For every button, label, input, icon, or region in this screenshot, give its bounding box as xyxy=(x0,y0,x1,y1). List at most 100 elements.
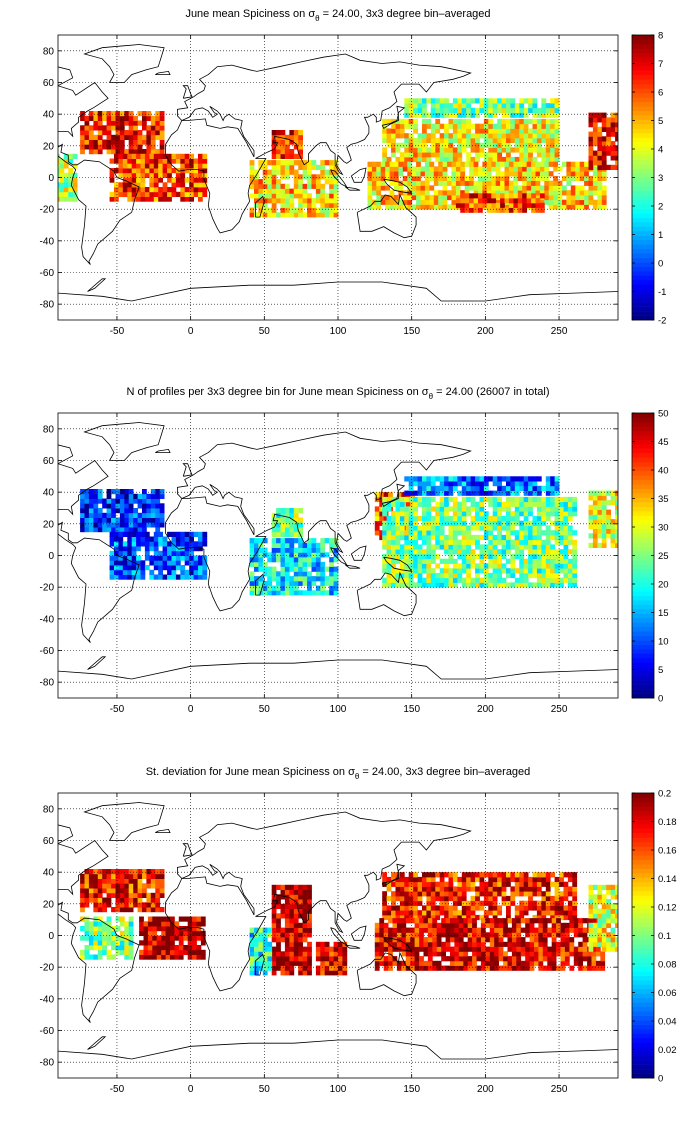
heat-cell xyxy=(611,500,616,505)
heat-cell xyxy=(111,527,116,532)
heat-cell xyxy=(396,502,401,507)
heat-cell xyxy=(499,942,504,947)
heat-cell xyxy=(263,184,268,189)
heat-cell xyxy=(487,171,492,176)
heat-cell xyxy=(564,549,569,554)
heat-cell xyxy=(475,535,480,540)
heat-cell xyxy=(589,495,594,500)
heat-cell xyxy=(519,530,524,535)
heat-cell xyxy=(462,516,467,521)
heat-cell xyxy=(522,181,527,186)
heat-cell xyxy=(285,538,290,543)
heat-cell xyxy=(397,932,402,937)
heat-cell xyxy=(93,499,98,504)
heat-cell xyxy=(524,910,529,915)
heat-cell xyxy=(480,502,485,507)
colorbar-segment xyxy=(632,627,654,632)
heat-cell xyxy=(494,961,499,966)
heat-cell xyxy=(393,918,398,923)
heat-cell xyxy=(550,506,555,511)
heat-cell xyxy=(250,576,255,581)
heat-cell xyxy=(502,568,507,573)
heat-cell xyxy=(559,497,564,502)
heat-cell xyxy=(151,144,156,149)
heat-cell xyxy=(202,154,207,159)
heat-cell xyxy=(285,548,290,553)
heat-cell xyxy=(289,203,294,208)
heat-cell xyxy=(141,192,146,197)
heat-cell xyxy=(564,544,569,549)
heat-cell xyxy=(329,184,334,189)
heat-cell xyxy=(276,527,281,532)
heat-cell xyxy=(85,522,90,527)
heat-cell xyxy=(272,923,277,928)
heat-cell xyxy=(298,522,303,527)
heat-cell xyxy=(465,176,470,181)
heat-cell xyxy=(493,138,498,143)
heat-cell xyxy=(129,883,134,888)
heat-cell xyxy=(400,877,405,882)
heat-cell xyxy=(276,951,281,956)
heat-cell xyxy=(550,559,555,564)
heat-cell xyxy=(597,146,602,151)
heat-cell xyxy=(611,155,616,160)
heat-cell xyxy=(289,170,294,175)
heat-cell xyxy=(518,162,523,167)
heat-cell xyxy=(536,208,541,213)
colorbar-tick-label: 50 xyxy=(658,409,669,420)
heat-cell xyxy=(437,942,442,947)
heat-cell xyxy=(254,203,259,208)
heat-cell xyxy=(198,560,203,565)
heat-cell xyxy=(294,552,299,557)
colorbar-tick-label: 8 xyxy=(658,31,663,42)
heat-cell xyxy=(120,879,125,884)
heat-cell xyxy=(258,198,263,203)
heat-cell xyxy=(267,170,272,175)
heat-cell xyxy=(316,193,321,198)
heat-cell xyxy=(446,918,451,923)
heat-cell xyxy=(513,185,518,190)
heat-cell xyxy=(80,522,85,527)
heat-cell xyxy=(124,931,129,936)
heat-cell xyxy=(593,151,598,156)
heat-cell xyxy=(512,928,517,933)
heat-cell xyxy=(413,554,418,559)
heat-cell xyxy=(160,144,165,149)
heat-cell xyxy=(132,173,137,178)
heat-cell xyxy=(533,530,538,535)
heat-cell xyxy=(541,133,546,138)
heat-cell xyxy=(272,532,277,537)
heat-cell xyxy=(457,901,462,906)
heat-cell xyxy=(116,149,121,154)
heat-cell xyxy=(541,896,546,901)
heat-cell xyxy=(503,961,508,966)
heat-cell xyxy=(312,160,317,165)
heat-cell xyxy=(307,174,312,179)
heat-cell xyxy=(550,563,555,568)
heat-cell xyxy=(432,923,437,928)
heat-cell xyxy=(93,907,98,912)
heat-cell xyxy=(510,872,515,877)
heat-cell xyxy=(258,189,263,194)
heat-cell xyxy=(544,195,549,200)
heat-cell xyxy=(413,901,418,906)
heat-cell xyxy=(98,130,103,135)
colorbar-tick-label: 6 xyxy=(658,88,663,99)
heat-cell xyxy=(85,140,90,145)
colorbar-segment xyxy=(632,102,654,107)
heat-cell xyxy=(568,559,573,564)
heat-cell xyxy=(555,119,560,124)
heat-cell xyxy=(158,197,163,202)
heat-cell xyxy=(132,541,137,546)
heat-cell xyxy=(129,926,134,931)
heat-cell xyxy=(450,961,455,966)
heat-cell xyxy=(421,185,426,190)
heat-cell xyxy=(111,940,116,945)
heat-cell xyxy=(413,525,418,530)
heat-cell xyxy=(180,178,185,183)
heat-cell xyxy=(124,121,129,126)
heat-cell xyxy=(400,535,405,540)
heat-cell xyxy=(368,176,373,181)
heat-cell xyxy=(505,166,510,171)
heat-cell xyxy=(572,559,577,564)
